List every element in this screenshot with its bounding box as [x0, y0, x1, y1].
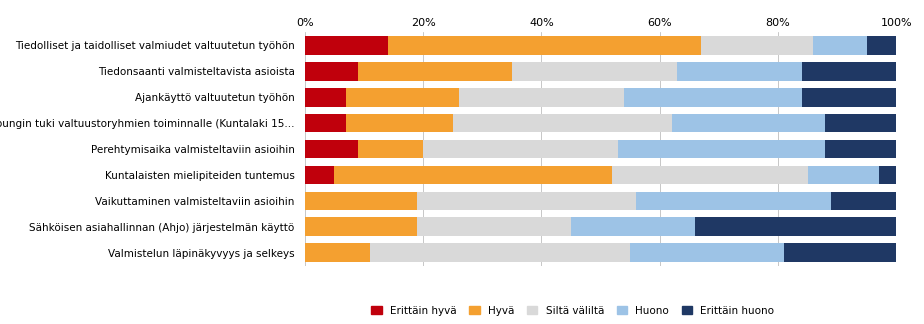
- Legend: Erittäin hyvä, Hyvä, Siltä väliltä, Huono, Erittäin huono: Erittäin hyvä, Hyvä, Siltä väliltä, Huon…: [371, 306, 774, 316]
- Bar: [305, 166, 334, 184]
- Bar: [305, 243, 370, 262]
- Bar: [305, 36, 388, 55]
- Bar: [571, 217, 695, 236]
- Bar: [677, 62, 802, 81]
- Bar: [453, 114, 672, 133]
- Bar: [618, 140, 825, 158]
- Bar: [879, 166, 896, 184]
- Bar: [808, 166, 879, 184]
- Bar: [813, 36, 867, 55]
- Bar: [825, 140, 896, 158]
- Bar: [458, 88, 625, 107]
- Bar: [305, 62, 359, 81]
- Bar: [423, 140, 618, 158]
- Bar: [346, 114, 453, 133]
- Bar: [701, 36, 813, 55]
- Bar: [305, 88, 346, 107]
- Bar: [418, 191, 636, 210]
- Bar: [305, 140, 359, 158]
- Bar: [512, 62, 677, 81]
- Bar: [305, 114, 346, 133]
- Bar: [802, 62, 896, 81]
- Bar: [370, 243, 630, 262]
- Bar: [346, 88, 458, 107]
- Bar: [630, 243, 784, 262]
- Bar: [613, 166, 808, 184]
- Bar: [784, 243, 896, 262]
- Bar: [359, 62, 512, 81]
- Bar: [636, 191, 832, 210]
- Bar: [832, 191, 896, 210]
- Bar: [825, 114, 896, 133]
- Bar: [334, 166, 613, 184]
- Bar: [418, 217, 571, 236]
- Bar: [305, 191, 418, 210]
- Bar: [672, 114, 825, 133]
- Bar: [305, 217, 418, 236]
- Bar: [802, 88, 896, 107]
- Bar: [625, 88, 802, 107]
- Bar: [359, 140, 423, 158]
- Bar: [388, 36, 701, 55]
- Bar: [867, 36, 896, 55]
- Bar: [695, 217, 896, 236]
